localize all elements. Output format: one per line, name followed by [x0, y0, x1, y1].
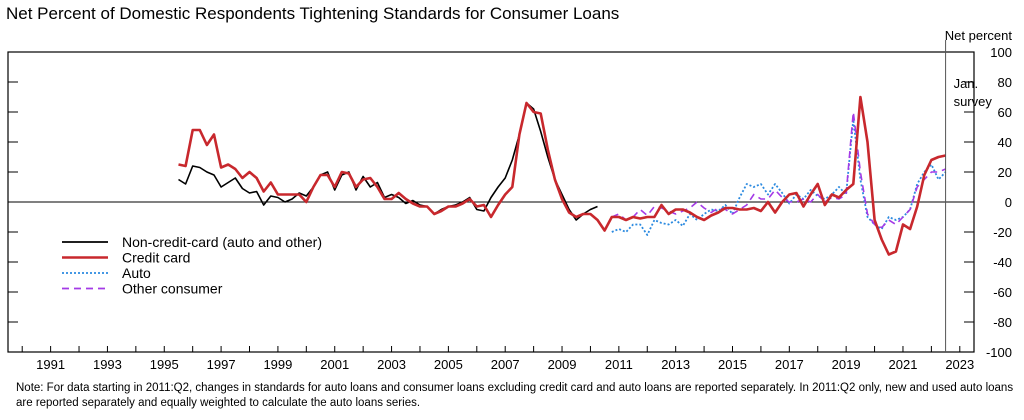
x-tick-label: 2011	[605, 357, 633, 372]
x-tick-label: 1995	[150, 357, 179, 372]
y-tick-label: -40	[993, 255, 1012, 270]
series-line	[611, 111, 946, 229]
legend: Non-credit-card (auto and other)Credit c…	[62, 234, 322, 297]
x-tick-label: 2019	[832, 357, 861, 372]
y-tick-label: -20	[993, 225, 1012, 240]
x-tick-label: 2005	[434, 357, 463, 372]
y-tick-label: 0	[1005, 195, 1012, 210]
x-tick-label: 1999	[263, 357, 292, 372]
x-tick-label: 1997	[207, 357, 236, 372]
x-tick-label: 2023	[945, 357, 974, 372]
series-line	[178, 95, 946, 256]
x-tick-label: 1991	[36, 357, 65, 372]
series-line	[611, 118, 947, 236]
legend-label: Auto	[122, 265, 151, 281]
y-tick-label: 40	[998, 135, 1012, 150]
survey-annotation: Jan. survey	[945, 40, 993, 352]
x-tick-label: 2003	[377, 357, 406, 372]
x-tick-label: 2015	[718, 357, 747, 372]
x-tick-label: 2007	[491, 357, 520, 372]
y-tick-label: 60	[998, 105, 1012, 120]
legend-label: Other consumer	[122, 281, 223, 297]
survey-annotation-text: survey	[954, 94, 993, 109]
chart-title: Net Percent of Domestic Respondents Tigh…	[6, 4, 620, 23]
y-tick-label: 80	[998, 75, 1012, 90]
plot-frame	[7, 51, 975, 353]
chart-note: Note: For data starting in 2011:Q2, chan…	[16, 382, 1014, 409]
x-tick-label: 2001	[320, 357, 349, 372]
y-tick-label: -60	[993, 285, 1012, 300]
axis-ticks: -100 -80 -60 -40 -20 0 20 40 60 80 100 1991 1993 1995…	[8, 45, 1012, 372]
legend-label: Credit card	[122, 250, 190, 266]
series-lines	[178, 95, 947, 256]
x-tick-label: 1993	[93, 357, 122, 372]
survey-annotation-text: Jan.	[954, 76, 979, 91]
y-tick-label: -80	[993, 315, 1012, 330]
legend-label: Non-credit-card (auto and other)	[122, 234, 322, 250]
y-tick-label: 20	[998, 165, 1012, 180]
x-tick-label: 2021	[889, 357, 918, 372]
x-tick-label: 2017	[775, 357, 804, 372]
y-tick-label: 100	[990, 45, 1012, 60]
y-axis-label: Net percent	[945, 28, 1013, 43]
x-tick-label: 2009	[548, 357, 577, 372]
x-tick-label: 2013	[661, 357, 690, 372]
y-tick-label: -100	[986, 345, 1012, 360]
